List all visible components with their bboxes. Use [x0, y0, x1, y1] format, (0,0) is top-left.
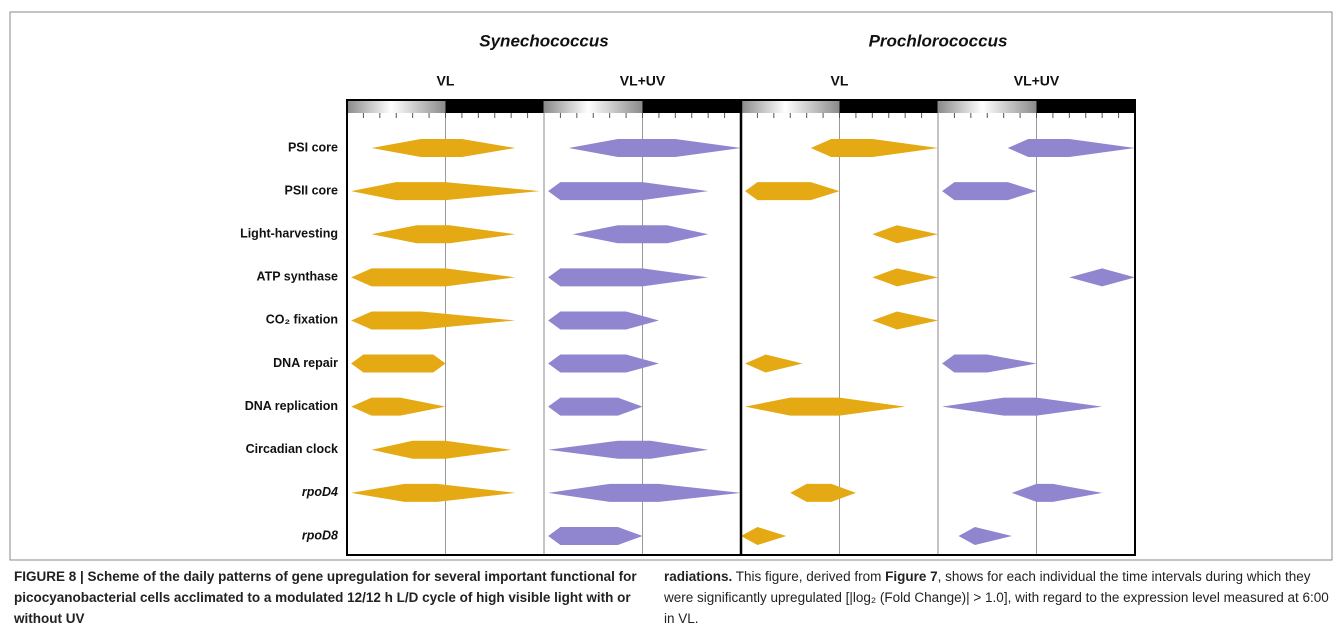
upregulation-interval — [351, 483, 516, 502]
upregulation-interval — [371, 139, 516, 157]
upregulation-interval — [942, 182, 1037, 201]
row-label: DNA replication — [245, 399, 338, 413]
panel-label: VL+UV — [620, 73, 666, 89]
upregulation-interval — [745, 182, 840, 201]
upregulation-interval — [942, 397, 1103, 416]
upregulation-interval — [872, 311, 938, 330]
upregulation-interval — [572, 225, 709, 244]
caption-right: radiations. This figure, derived from Fi… — [664, 566, 1332, 629]
upregulation-interval — [548, 527, 643, 545]
upregulation-interval — [548, 182, 709, 201]
upregulation-interval — [872, 225, 938, 244]
dark-period — [839, 100, 938, 113]
upregulation-interval — [548, 311, 659, 330]
upregulation-interval — [351, 397, 446, 416]
panel-label: VL — [437, 73, 455, 89]
upregulation-interval — [958, 527, 1012, 545]
caption-text: This figure, derived from — [732, 569, 886, 584]
upregulation-interval — [745, 354, 803, 373]
plot-frame — [346, 99, 1136, 556]
upregulation-interval — [351, 268, 516, 287]
caption-text: Figure 7 — [885, 569, 938, 584]
upregulation-interval — [371, 225, 516, 244]
dark-period — [1036, 100, 1135, 113]
upregulation-interval — [548, 354, 659, 373]
upregulation-interval — [942, 354, 1037, 373]
upregulation-interval — [548, 483, 741, 502]
row-label: ATP synthase — [256, 270, 338, 284]
caption-text: radiations. — [664, 569, 733, 584]
upregulation-interval — [351, 182, 540, 201]
caption-left: FIGURE 8 | Scheme of the daily patterns … — [14, 566, 650, 629]
upregulation-interval — [351, 311, 516, 330]
upregulation-interval — [548, 268, 709, 287]
figure-border — [9, 11, 1333, 561]
upregulation-interval — [371, 440, 512, 459]
upregulation-interval — [741, 527, 787, 545]
dark-period — [642, 100, 741, 113]
upregulation-interval — [790, 483, 856, 502]
upregulation-interval — [1011, 483, 1103, 502]
upregulation-interval — [351, 354, 446, 373]
dark-period — [445, 100, 544, 113]
upregulation-interval — [548, 397, 643, 416]
upregulation-interval — [568, 139, 741, 157]
light-period — [741, 100, 840, 113]
row-label: DNA repair — [273, 356, 338, 370]
light-period — [544, 100, 643, 113]
row-label: rpoD8 — [302, 528, 338, 542]
row-label: Circadian clock — [246, 442, 338, 456]
upregulation-interval — [1007, 139, 1135, 157]
row-label: PSI core — [288, 140, 338, 154]
organism-title: Synechococcus — [479, 31, 608, 50]
panel-label: VL+UV — [1014, 73, 1060, 89]
upregulation-interval — [1069, 268, 1135, 287]
upregulation-interval — [548, 440, 709, 459]
row-label: CO₂ fixation — [266, 313, 338, 327]
row-label: PSII core — [285, 183, 339, 197]
figure: Synechococcus Prochlorococcus VL VL+UV VL VL+… — [9, 11, 1333, 561]
organism-title: Prochlorococcus — [869, 31, 1008, 50]
upregulation-interval — [745, 397, 906, 416]
panel-label: VL — [831, 73, 849, 89]
caption-text: , shows for each individual the time int… — [664, 569, 1329, 626]
upregulation-interval — [872, 268, 938, 287]
row-label: Light-harvesting — [240, 227, 338, 241]
light-period — [938, 100, 1037, 113]
upregulation-interval — [810, 139, 938, 157]
row-label: rpoD4 — [302, 485, 338, 499]
light-period — [347, 100, 446, 113]
caption-text: FIGURE 8 | Scheme of the daily patterns … — [14, 569, 637, 626]
